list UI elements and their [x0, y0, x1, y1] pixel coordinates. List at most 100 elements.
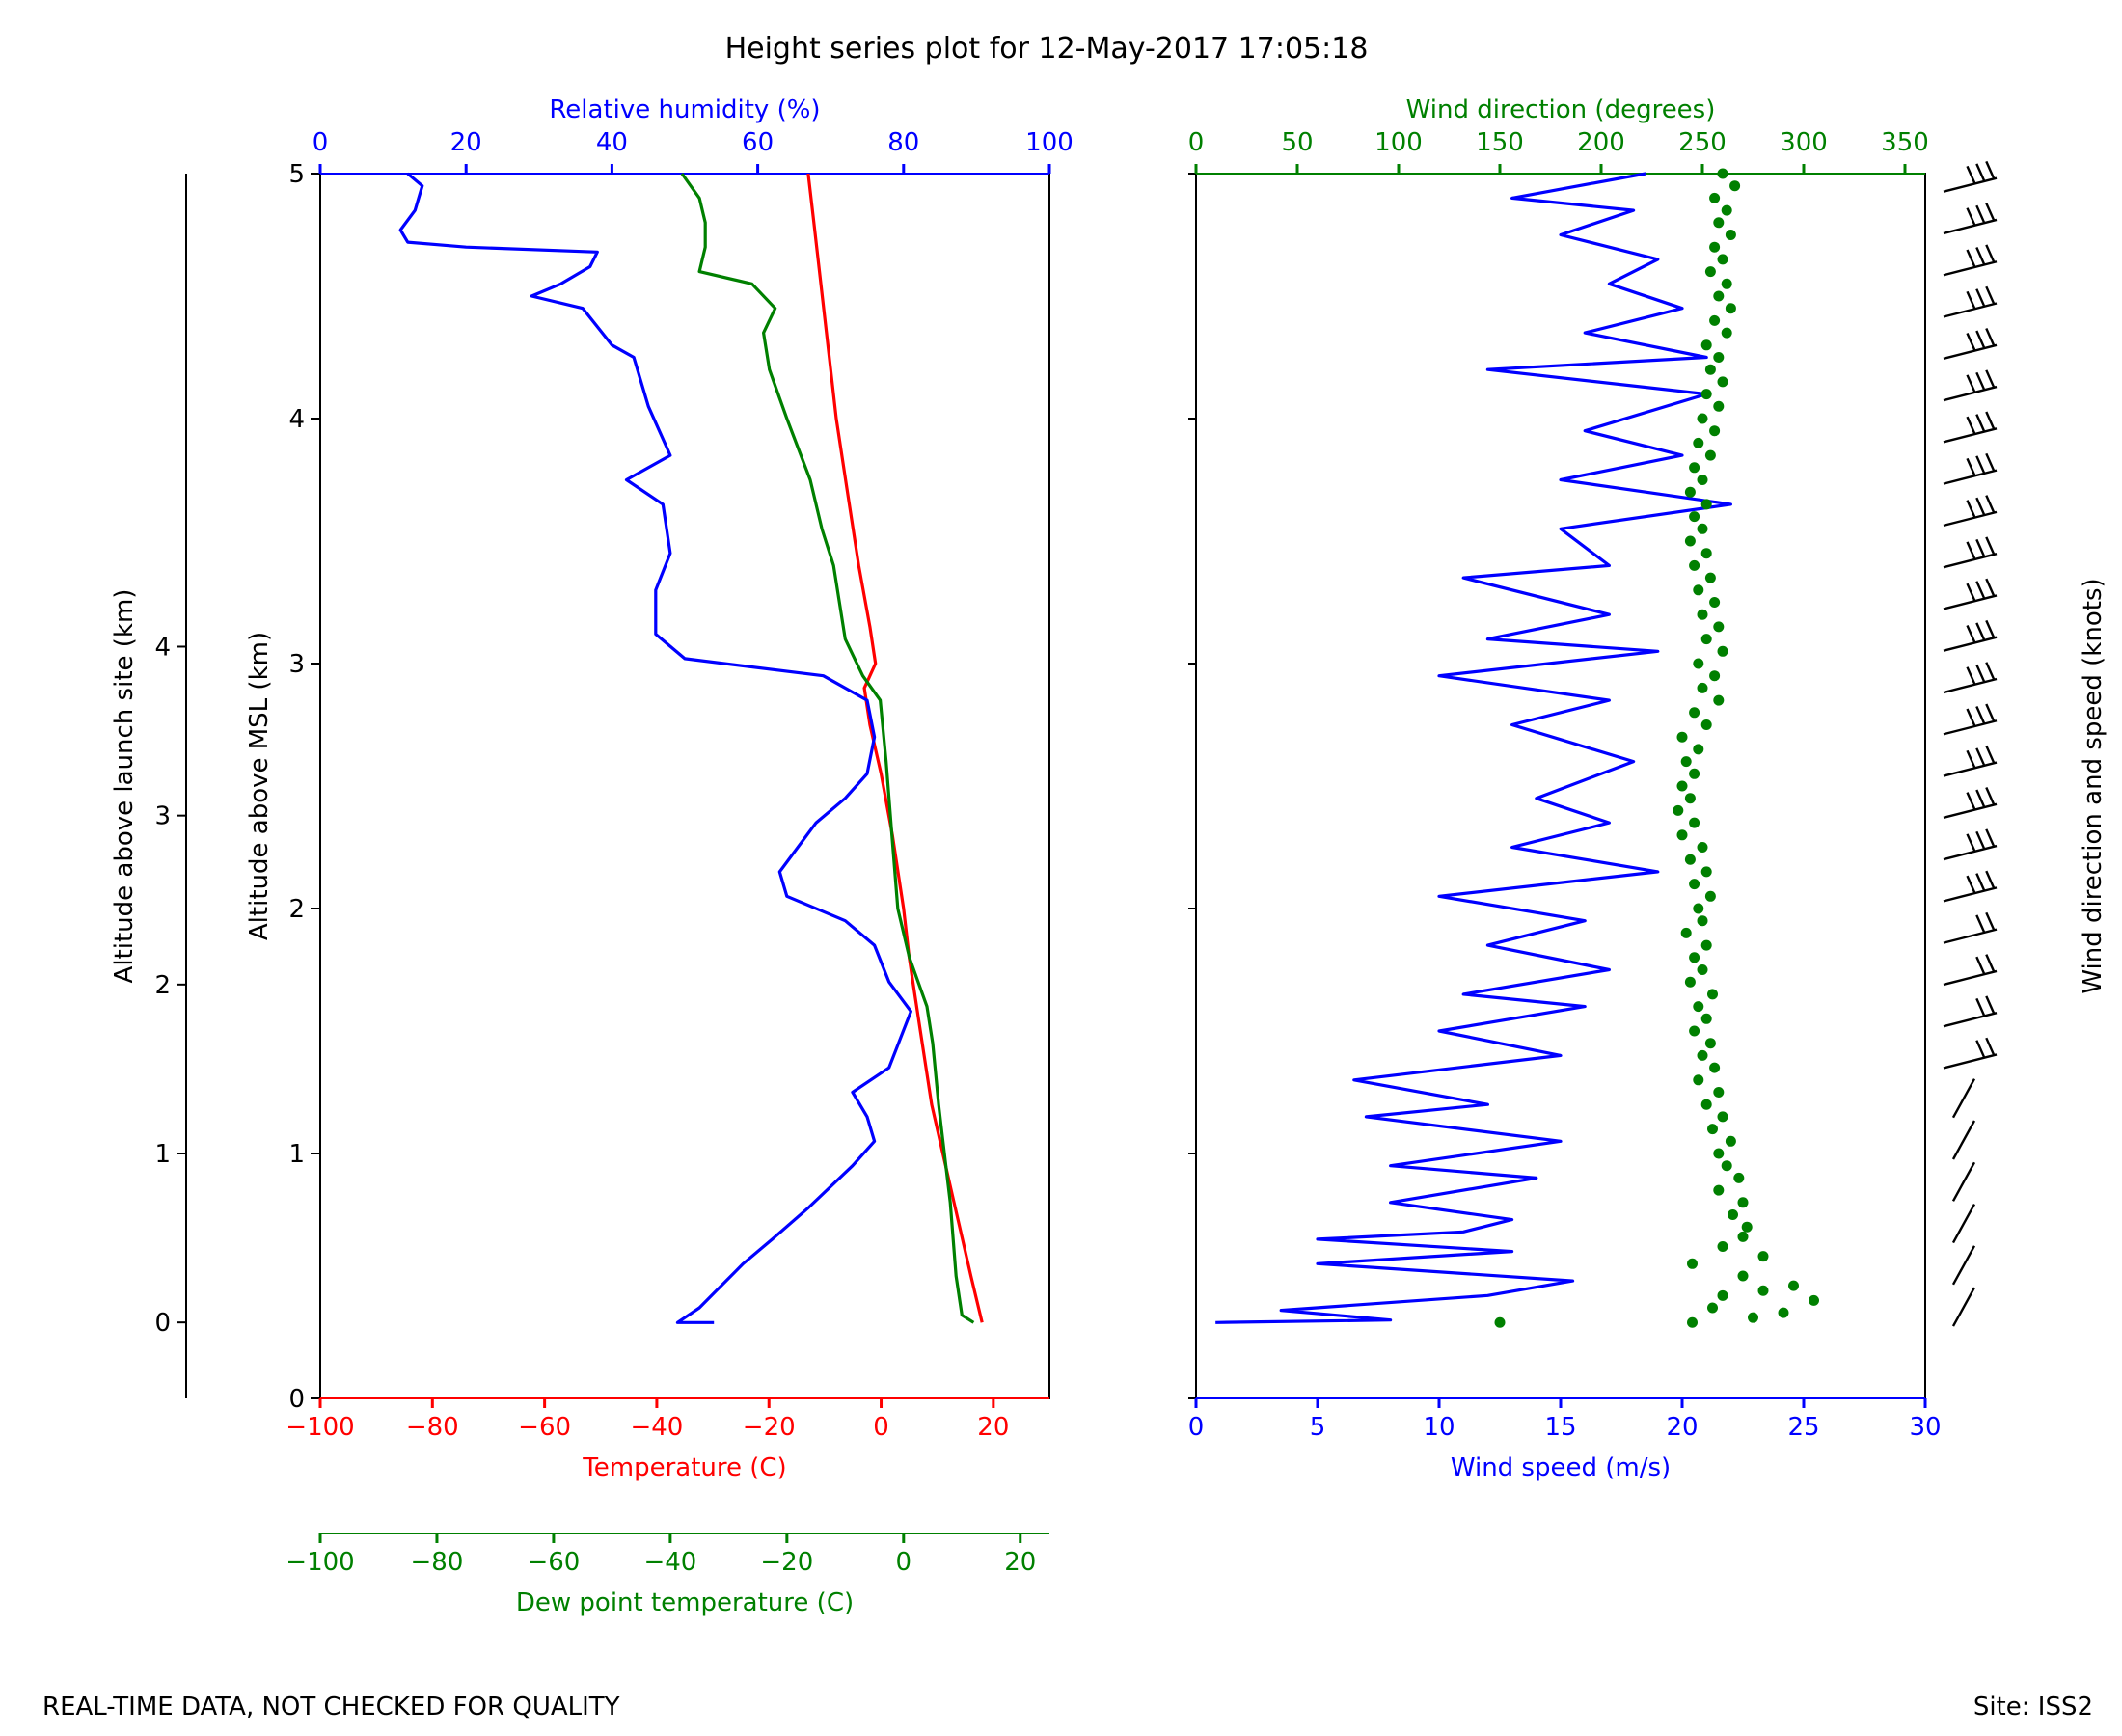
- wind-direction-point: [1748, 1312, 1758, 1323]
- wind-speed-axis-tick-label: 10: [1423, 1413, 1455, 1442]
- msl-altitude-label: Altitude above MSL (km): [245, 632, 274, 940]
- wind-direction-point: [1700, 339, 1712, 351]
- wind-direction-axis-label: Wind direction (degrees): [1406, 95, 1716, 124]
- msl-axis-tick-label: 3: [288, 650, 305, 679]
- wind-barb: [1943, 995, 1998, 1028]
- wind-direction-point: [1693, 1001, 1704, 1013]
- wind-direction-point: [1721, 204, 1732, 216]
- wind-direction-point: [1494, 1316, 1506, 1328]
- wind-direction-point: [1693, 1074, 1704, 1086]
- wind-direction-point: [1721, 1160, 1732, 1172]
- wind-direction-point: [1809, 1294, 1819, 1306]
- wind-direction-point: [1704, 890, 1716, 902]
- wind-direction-point: [1737, 1231, 1749, 1242]
- wind-direction-point: [1689, 952, 1700, 963]
- wind-direction-point: [1707, 1302, 1718, 1314]
- wind-barb: [1943, 954, 1998, 987]
- wind-speed-axis-tick-label: 20: [1666, 1413, 1698, 1442]
- wind-direction-axis-tick-label: 50: [1281, 128, 1313, 157]
- thermo-plot-frame: [319, 173, 1050, 1399]
- wind-direction-point: [1697, 682, 1708, 693]
- wind-barb: [1943, 1037, 1998, 1070]
- wind-direction-point: [1704, 364, 1716, 375]
- dewpoint-axis-tick-label: −40: [643, 1548, 696, 1577]
- wind-barb-axis-label: Wind direction and speed (knots): [2079, 578, 2108, 993]
- wind-direction-point: [1757, 1285, 1769, 1296]
- humidity-axis-tick-label: 60: [742, 128, 774, 157]
- wind-speed-axis-tick-label: 25: [1787, 1413, 1819, 1442]
- wind-barb: [1943, 828, 1998, 861]
- wind-direction-point: [1737, 1270, 1749, 1282]
- wind-direction-point: [1689, 511, 1700, 523]
- wind-direction-point: [1717, 376, 1728, 388]
- wind-direction-point: [1728, 1209, 1738, 1220]
- relative-humidity-line: [398, 172, 912, 1324]
- wind-direction-point: [1680, 927, 1692, 938]
- launch-axis-tick-label: 3: [154, 802, 171, 831]
- wind-direction-point: [1700, 719, 1712, 730]
- wind-direction-point: [1673, 804, 1684, 816]
- wind-barb: [1943, 452, 1998, 485]
- wind-direction-point: [1713, 694, 1725, 706]
- wind-direction-point: [1693, 437, 1704, 448]
- wind-direction-point: [1684, 793, 1696, 804]
- wind-direction-point: [1709, 670, 1721, 682]
- wind-barb: [1943, 328, 1998, 360]
- wind-direction-point: [1721, 278, 1732, 289]
- wind-direction-axis-tick-label: 300: [1780, 128, 1828, 157]
- wind-direction-axis-tick-label: 250: [1678, 128, 1727, 157]
- wind-barb: [1943, 244, 1998, 277]
- wind-direction-point: [1704, 572, 1716, 583]
- wind-direction-point: [1684, 854, 1696, 865]
- wind-direction-point: [1729, 180, 1741, 192]
- wind-barb: [1951, 1287, 1976, 1327]
- wind-direction-point: [1709, 192, 1721, 203]
- humidity-axis-tick-label: 40: [596, 128, 628, 157]
- wind-barb: [1943, 411, 1998, 444]
- wind-barb: [1951, 1203, 1976, 1244]
- wind-barb: [1951, 1078, 1976, 1119]
- wind-direction-point: [1717, 1111, 1728, 1123]
- wind-direction-point: [1713, 1184, 1725, 1196]
- wind-barb: [1951, 1120, 1976, 1160]
- wind-direction-point: [1700, 939, 1712, 951]
- wind-barb: [1951, 1161, 1976, 1202]
- dew-point-line: [680, 173, 975, 1324]
- wind-barb: [1943, 285, 1998, 318]
- wind-barb: [1943, 495, 1998, 528]
- wind-barb: [1951, 1245, 1976, 1286]
- msl-axis-tick-label: 5: [288, 160, 305, 189]
- wind-direction-point: [1713, 217, 1725, 229]
- launch-altitude-label: Altitude above launch site (km): [110, 589, 139, 984]
- launch-axis-tick-label: 2: [154, 971, 171, 1000]
- wind-barb: [1943, 160, 1998, 193]
- launch-axis-tick-label: 1: [154, 1140, 171, 1169]
- humidity-axis-label: Relative humidity (%): [549, 95, 820, 124]
- wind-direction-point: [1709, 314, 1721, 326]
- wind-direction-axis-tick-label: 200: [1577, 128, 1625, 157]
- wind-direction-point: [1713, 352, 1725, 363]
- dewpoint-axis-tick-label: 20: [1004, 1548, 1036, 1577]
- wind-direction-point: [1725, 230, 1736, 240]
- wind-speed-axis-tick-label: 5: [1310, 1413, 1326, 1442]
- wind-direction-point: [1689, 559, 1700, 571]
- temperature-line: [806, 173, 984, 1323]
- wind-direction-point: [1700, 634, 1712, 645]
- wind-direction-point: [1689, 768, 1700, 779]
- wind-direction-point: [1684, 486, 1696, 498]
- wind-direction-point: [1689, 462, 1700, 474]
- wind-barb: [1943, 870, 1998, 903]
- wind-barb: [1943, 662, 1998, 694]
- wind-speed-line: [1215, 172, 1732, 1324]
- wind-direction-point: [1709, 1062, 1721, 1073]
- temperature-axis-tick-label: −20: [743, 1413, 796, 1442]
- msl-axis-tick-label: 4: [288, 405, 305, 434]
- wind-direction-point: [1721, 327, 1732, 339]
- msl-axis-tick-label: 0: [288, 1385, 305, 1414]
- wind-direction-point: [1713, 1148, 1725, 1159]
- wind-direction-point: [1713, 621, 1725, 633]
- wind-barb: [1943, 369, 1998, 402]
- temperature-axis-tick-label: −80: [406, 1413, 459, 1442]
- wind-direction-point: [1700, 548, 1712, 559]
